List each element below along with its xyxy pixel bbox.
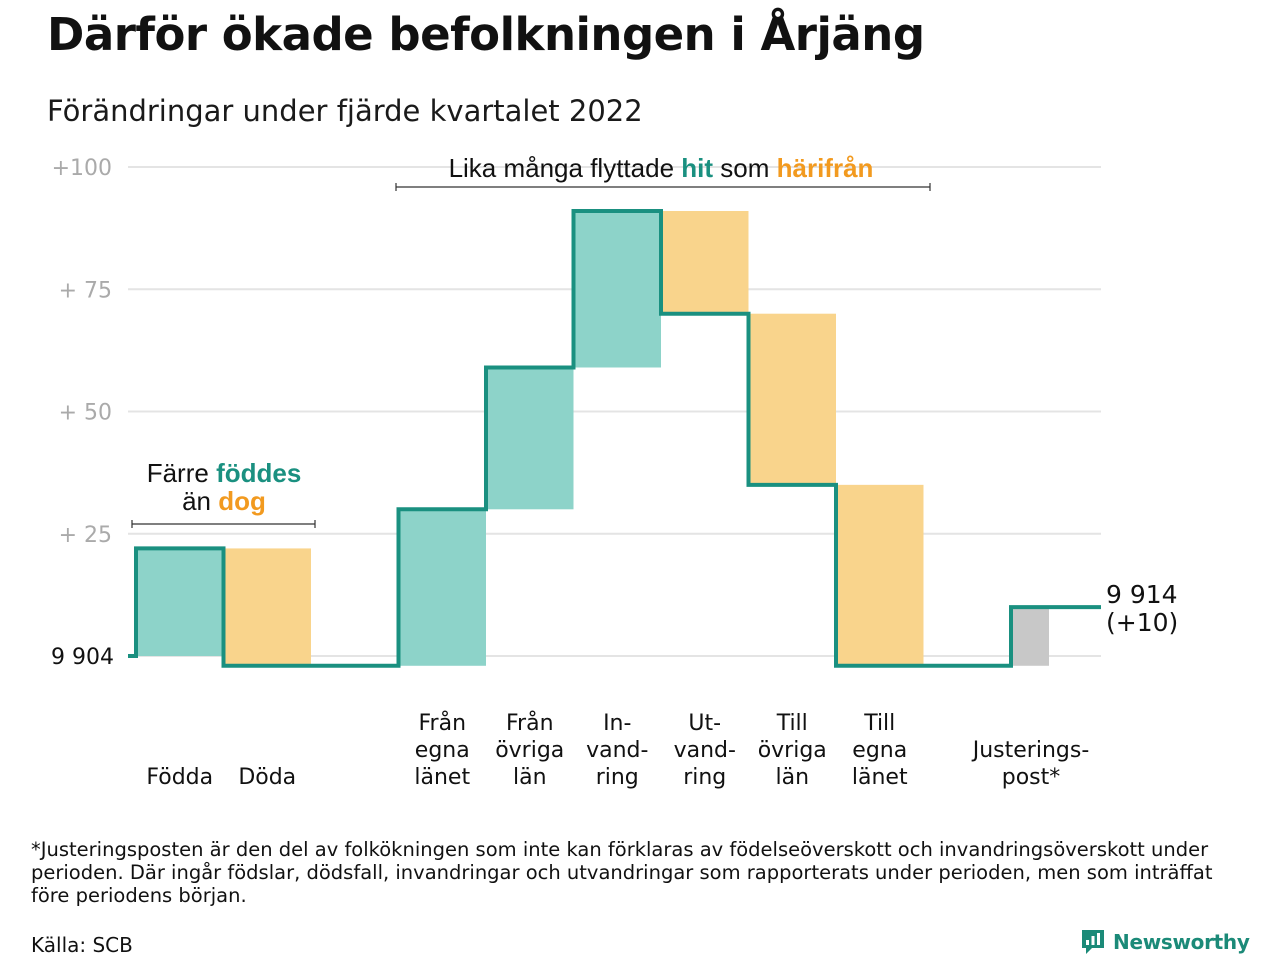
- annotation-migration-bracket: [395, 183, 931, 191]
- end-value-label: (+10): [1106, 608, 1178, 637]
- step-line-group: [128, 209, 1101, 668]
- annotation-migration: Lika många flyttade hit som härifrån: [395, 153, 931, 191]
- annotation-births-bracket: [131, 520, 316, 528]
- y-axis-ticks: +100 + 75 + 50 + 25: [52, 156, 112, 548]
- newsworthy-logo-icon: [1082, 930, 1104, 954]
- bar-justeringspost: [1011, 607, 1049, 666]
- x-label-justeringspost: post*: [1002, 765, 1061, 790]
- chart-subtitle: Förändringar under fjärde kvartalet 2022: [47, 94, 643, 128]
- waterfall-chart: +100+ 75+ 50+ 25 Födda DödaFrånegnalänetF…: [51, 153, 1178, 790]
- y-tick-label: + 50: [59, 401, 112, 426]
- bar-utvandring: [661, 211, 749, 314]
- x-label-fodda: Födda: [146, 765, 213, 790]
- x-label-fran-ovriga-lan: län: [513, 765, 547, 790]
- x-label-fran-ovriga-lan: Från: [506, 710, 554, 736]
- x-label-invandring: In-: [603, 711, 631, 736]
- x-label-utvandring: ring: [683, 765, 726, 790]
- x-label-invandring: ring: [596, 765, 639, 790]
- bar-till-ovriga-lan: [748, 313, 836, 485]
- x-label-till-egna-lanet: egna: [852, 738, 907, 763]
- x-label-doda: Döda: [238, 765, 296, 790]
- annotation-migration-text: Lika många flyttade hit som härifrån: [449, 153, 874, 183]
- x-label-fran-egna-lanet: egna: [415, 738, 470, 763]
- annotation-births: Färre föddes än dog: [131, 458, 316, 528]
- x-label-till-egna-lanet: länet: [852, 765, 908, 790]
- chart-title: Därför ökade befolkningen i Årjäng: [47, 8, 925, 61]
- x-label-utvandring: Ut-: [688, 711, 721, 736]
- step-line: [128, 209, 1101, 668]
- bar-fran-egna-lanet: [398, 509, 486, 666]
- value-labels: 9 904 9 914(+10): [51, 580, 1178, 670]
- bar-till-egna-lanet: [836, 484, 924, 666]
- x-label-fran-ovriga-lan: övriga: [495, 738, 564, 763]
- source-label: Källa: SCB: [31, 933, 133, 957]
- start-value-label: 9 904: [51, 645, 114, 670]
- bar-fodda: [136, 548, 224, 656]
- bars: [136, 211, 1049, 666]
- bar-fran-ovriga-lan: [486, 367, 574, 510]
- footnote: *Justeringsposten är den del av folkökni…: [31, 838, 1213, 907]
- x-label-till-ovriga-lan: övriga: [758, 738, 827, 763]
- annotation-births-line1: Färre föddes: [147, 458, 302, 488]
- x-label-invandring: vand-: [586, 738, 648, 763]
- x-label-fran-egna-lanet: Från: [418, 710, 466, 736]
- bar-invandring: [573, 211, 661, 368]
- x-label-till-egna-lanet: Till: [863, 711, 895, 736]
- brand-name: Newsworthy: [1113, 930, 1250, 954]
- y-tick-label: + 25: [59, 523, 112, 548]
- bar-doda: [223, 548, 311, 666]
- end-value-label: 9 914: [1106, 580, 1178, 609]
- x-label-till-ovriga-lan: Till: [776, 711, 808, 736]
- annotation-births-line2: än dog: [182, 486, 266, 516]
- x-label-till-ovriga-lan: län: [775, 765, 809, 790]
- x-axis-labels: Födda DödaFrånegnalänetFrånövrigalänIn-va…: [146, 710, 1089, 790]
- x-label-justeringspost: Justerings-: [971, 738, 1090, 763]
- x-label-fran-egna-lanet: länet: [414, 765, 470, 790]
- x-label-utvandring: vand-: [674, 738, 736, 763]
- brand-logo: Newsworthy: [1080, 928, 1250, 956]
- y-tick-label: +100: [52, 156, 112, 181]
- y-tick-label: + 75: [59, 278, 112, 303]
